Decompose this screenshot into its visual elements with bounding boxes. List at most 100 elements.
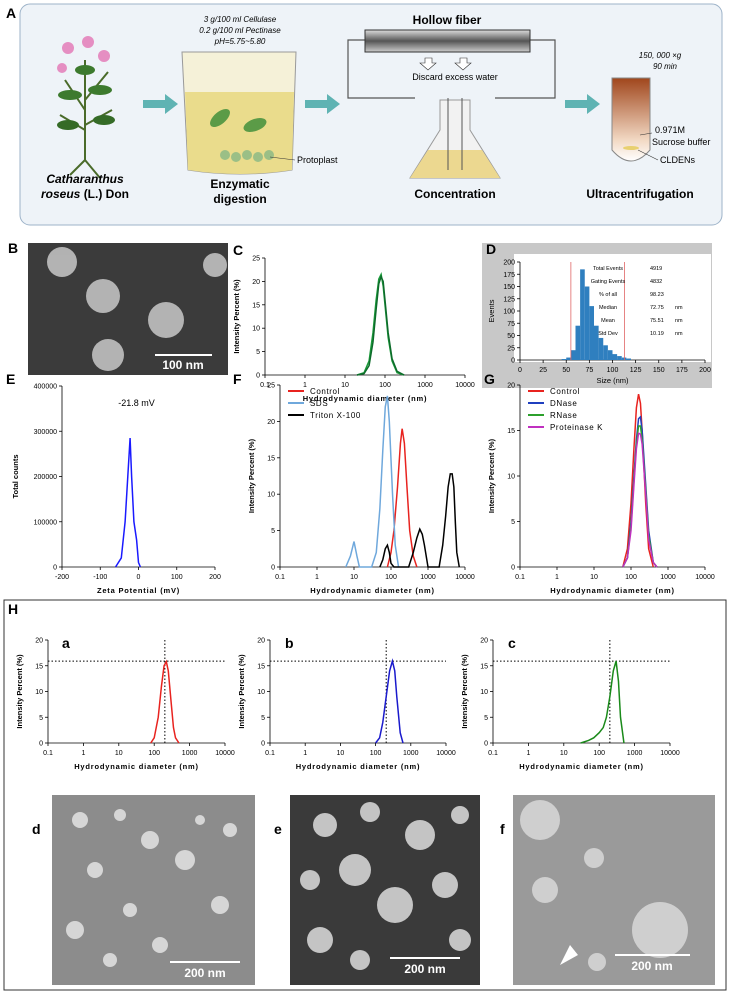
x-axis-title: Hydrodynamic diameter (nm) bbox=[296, 762, 421, 771]
label: Sucrose buffer bbox=[652, 137, 710, 147]
y-axis-title: Intensity Percent (%) bbox=[232, 279, 241, 354]
panel-letter: f bbox=[500, 821, 505, 837]
y-tick-label: 15 bbox=[507, 428, 515, 435]
x-tick-label: 100 bbox=[171, 574, 183, 581]
x-tick-label: 10 bbox=[337, 750, 345, 757]
x-axis-title: Hydrodynamic diameter (nm) bbox=[74, 762, 199, 771]
y-tick-label: 175 bbox=[503, 272, 515, 279]
label: Discard excess water bbox=[412, 72, 498, 82]
panel-letter: F bbox=[233, 371, 242, 387]
stat-text: Mean bbox=[601, 318, 615, 324]
plant bbox=[57, 36, 115, 179]
y-tick-label: 25 bbox=[267, 383, 275, 390]
y-tick-label: 15 bbox=[267, 455, 275, 462]
panel-h-box bbox=[3, 599, 727, 991]
bar bbox=[603, 345, 608, 360]
pointer bbox=[269, 156, 296, 161]
bar bbox=[575, 325, 581, 360]
y-tick-label: 5 bbox=[484, 715, 488, 722]
x-tick-label: 0 bbox=[137, 574, 141, 581]
line-series bbox=[356, 271, 405, 376]
y-tick-label: 15 bbox=[252, 302, 260, 309]
step-label: Concentration bbox=[414, 187, 495, 201]
y-tick-label: 10 bbox=[252, 326, 260, 333]
hollow-fiber bbox=[364, 29, 531, 53]
y-tick-label: 100000 bbox=[34, 519, 57, 526]
y-tick-label: 15 bbox=[257, 663, 265, 670]
arrow bbox=[565, 94, 600, 114]
line-series bbox=[114, 437, 142, 568]
leaf bbox=[243, 118, 267, 132]
bar bbox=[594, 325, 599, 360]
x-tick-label: 10000 bbox=[695, 574, 715, 581]
y-tick-label: 10 bbox=[35, 689, 43, 696]
x-tick-label: 1000 bbox=[403, 750, 419, 757]
bar bbox=[617, 356, 622, 360]
stat-text: 72.75 bbox=[650, 305, 664, 311]
centrifuge-tube bbox=[611, 77, 651, 162]
line-series bbox=[375, 658, 404, 744]
x-tick-label: 1000 bbox=[627, 750, 643, 757]
x-tick-label: 10 bbox=[560, 750, 568, 757]
y-tick-label: 100 bbox=[503, 309, 515, 316]
bar bbox=[561, 359, 567, 360]
y-axis-title: Intensity Percent (%) bbox=[487, 438, 496, 513]
legend-label: DNase bbox=[550, 399, 577, 408]
stat-text: % of all bbox=[599, 292, 617, 298]
line-series bbox=[622, 432, 658, 568]
note: 90 min bbox=[653, 62, 678, 71]
x-tick-label: 1 bbox=[315, 574, 319, 581]
bar bbox=[626, 358, 631, 360]
y-tick-label: 15 bbox=[35, 663, 43, 670]
panel-letter: E bbox=[6, 371, 15, 387]
author: (L.) Don bbox=[84, 187, 129, 201]
x-axis-title: Zeta Potential (mV) bbox=[97, 586, 180, 595]
x-axis-title: Hydrodynamic diameter (nm) bbox=[303, 394, 428, 403]
bar bbox=[598, 337, 604, 360]
x-tick-label: 125 bbox=[630, 367, 642, 374]
y-tick-label: 25 bbox=[507, 345, 515, 352]
y-tick-label: 75 bbox=[507, 321, 515, 328]
x-tick-label: 200 bbox=[209, 574, 221, 581]
scale-bar-label: 200 nm bbox=[404, 962, 445, 976]
stat-text: 4919 bbox=[650, 266, 662, 272]
y-tick-label: 150 bbox=[503, 284, 515, 291]
panel-letter: B bbox=[8, 240, 18, 256]
x-tick-label: 10000 bbox=[455, 382, 475, 389]
y-tick-label: 15 bbox=[480, 663, 488, 670]
vesicles bbox=[47, 247, 227, 371]
note: pH=5.75~5.80 bbox=[214, 37, 266, 46]
panel-letter: a bbox=[62, 635, 70, 651]
x-tick-label: 150 bbox=[653, 367, 665, 374]
y-tick-label: 400000 bbox=[34, 384, 57, 391]
y-tick-label: 300000 bbox=[34, 429, 57, 436]
line-series bbox=[386, 428, 418, 568]
x-tick-label: 10 bbox=[341, 382, 349, 389]
y-tick-label: 0 bbox=[484, 741, 488, 748]
arrow bbox=[305, 94, 340, 114]
x-tick-label: 200 bbox=[699, 367, 711, 374]
stat-text: 4832 bbox=[650, 279, 662, 285]
label: 0.971M bbox=[655, 125, 685, 135]
species: roseus bbox=[41, 187, 81, 201]
y-tick-label: 10 bbox=[480, 689, 488, 696]
x-tick-label: 1 bbox=[555, 574, 559, 581]
tem-image bbox=[52, 795, 255, 985]
stat-text: 10.19 bbox=[650, 331, 664, 337]
x-tick-label: -100 bbox=[93, 574, 107, 581]
line-series bbox=[379, 473, 461, 568]
scale-bar-label: 100 nm bbox=[162, 358, 203, 372]
x-axis-title: Hydrodynamic diameter (nm) bbox=[310, 586, 435, 595]
y-tick-label: 20 bbox=[267, 419, 275, 426]
vesicles bbox=[300, 802, 471, 970]
protoplasts bbox=[220, 150, 274, 162]
legend-label: RNase bbox=[550, 411, 577, 420]
legend-label: Proteinase K bbox=[550, 423, 603, 432]
x-tick-label: 0.1 bbox=[265, 750, 275, 757]
x-tick-label: 1000 bbox=[417, 382, 433, 389]
panel-letter: G bbox=[484, 371, 495, 387]
line-series bbox=[345, 395, 400, 568]
x-tick-label: 1 bbox=[303, 382, 307, 389]
x-tick-label: 1000 bbox=[420, 574, 436, 581]
x-axis-title: Hydrodynamic diameter (nm) bbox=[519, 762, 644, 771]
